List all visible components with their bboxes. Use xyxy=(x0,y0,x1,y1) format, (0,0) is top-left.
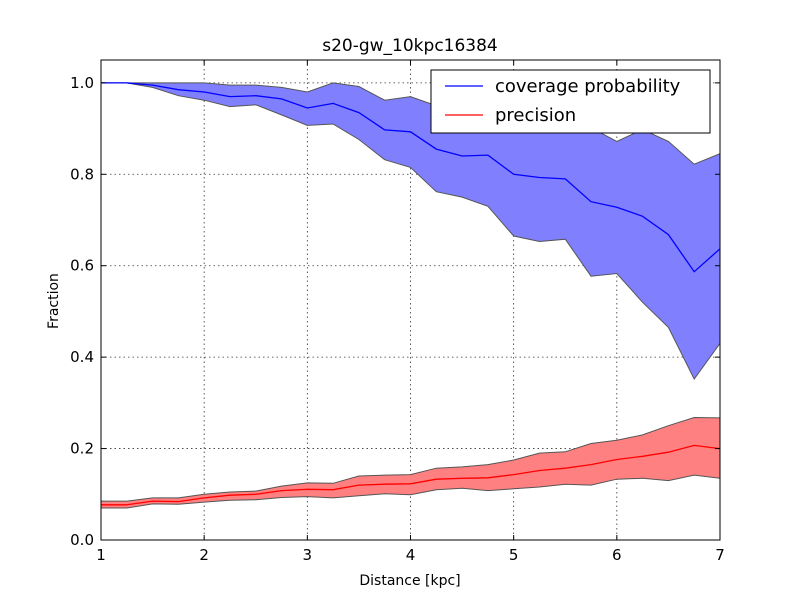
y-tick-label: 0.6 xyxy=(70,257,94,275)
y-axis-label: Fraction xyxy=(46,273,62,329)
x-tick-label: 6 xyxy=(612,546,622,564)
x-tick-label: 2 xyxy=(199,546,209,564)
series-line-0 xyxy=(101,82,720,273)
plot-area: 1 2 3 4 5 6 7 0.0 0.2 0.4 0.6 0.8 1.0 coverage probab… xyxy=(70,59,725,564)
y-tick-label: 1.0 xyxy=(70,74,94,92)
axes-frame xyxy=(100,59,721,541)
x-tick-label: 5 xyxy=(509,546,519,564)
y-tick-label: 0.2 xyxy=(70,440,94,458)
x-tick-label: 4 xyxy=(406,546,416,564)
legend-label-0: coverage probability xyxy=(495,76,681,97)
y-tick-label: 0.0 xyxy=(70,531,94,549)
legend-label-1: precision xyxy=(495,105,576,126)
series-band-1 xyxy=(101,416,720,509)
series-line-1 xyxy=(101,444,720,506)
x-tick-label: 3 xyxy=(303,546,313,564)
y-tick-label: 0.4 xyxy=(70,348,94,366)
x-tick-label: 1 xyxy=(96,546,106,564)
y-tick-label: 0.8 xyxy=(70,165,94,183)
legend-box xyxy=(430,69,711,134)
x-axis-label: Distance [kpc] xyxy=(359,573,460,589)
chart-title: s20-gw_10kpc16384 xyxy=(322,36,498,56)
series-band-0 xyxy=(101,82,720,381)
x-tick-label: 7 xyxy=(715,546,725,564)
